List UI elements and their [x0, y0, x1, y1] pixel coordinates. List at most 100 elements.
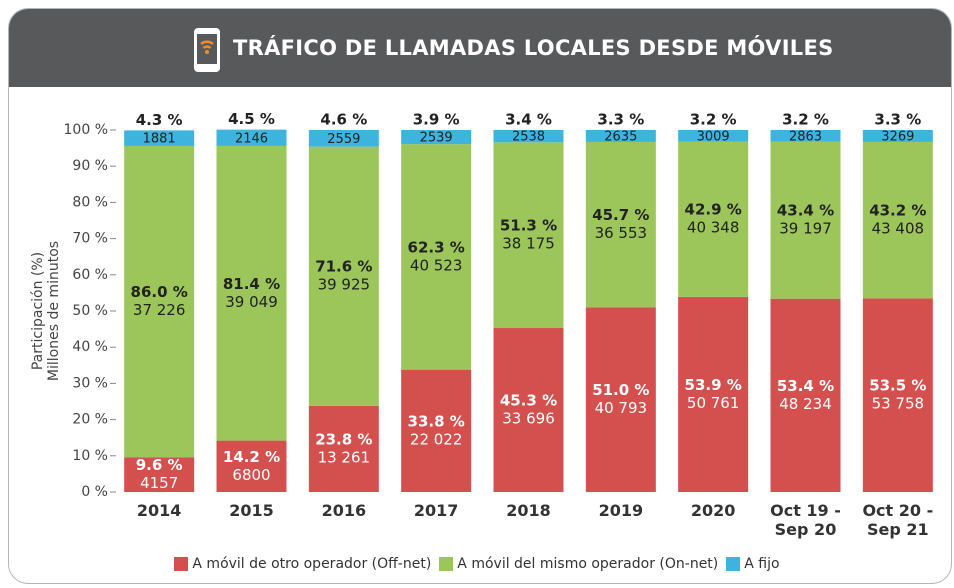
- value-label: 53.4 %: [777, 377, 834, 395]
- value-label: 45.3 %: [500, 392, 557, 410]
- x-tick-label: 2018: [506, 501, 551, 520]
- value-label: 3.2 %: [782, 111, 829, 129]
- minutes-label: 43 408: [872, 220, 925, 238]
- minutes-label: 53 758: [872, 395, 925, 413]
- y-tick-label: 30 %: [72, 375, 108, 391]
- bar-segment: [216, 440, 287, 492]
- y-tick-label: 10 %: [72, 448, 108, 464]
- bar-segment: [308, 146, 379, 406]
- minutes-label: 22 022: [410, 430, 463, 448]
- legend-swatch: [439, 557, 454, 571]
- bar-segment: [493, 142, 564, 329]
- value-label: 62.3 %: [408, 238, 465, 256]
- x-tick-label: 2016: [321, 501, 367, 520]
- minutes-label: 2635: [604, 129, 637, 144]
- value-label: 53.5 %: [869, 377, 926, 395]
- bar-segment: [124, 130, 195, 146]
- x-tick-label: 2015: [229, 501, 274, 520]
- minutes-label: 3269: [881, 129, 914, 144]
- value-label: 3.2 %: [690, 111, 737, 129]
- minutes-label: 40 348: [687, 219, 740, 237]
- minutes-label: 4157: [140, 474, 178, 492]
- y-tick-label: 50 %: [72, 303, 108, 319]
- minutes-label: 33 696: [502, 410, 555, 428]
- value-label: 33.8 %: [408, 412, 465, 430]
- chart-title: TRÁFICO DE LLAMADAS LOCALES DESDE MÓVILE…: [233, 36, 834, 60]
- header: [9, 9, 951, 87]
- value-label: 4.3 %: [136, 111, 183, 129]
- x-tick-label: 2020: [690, 501, 736, 520]
- bar-segment: [216, 129, 287, 146]
- value-label: 51.3 %: [500, 217, 557, 235]
- minutes-label: 39 197: [779, 220, 832, 238]
- value-label: 81.4 %: [223, 275, 280, 293]
- value-label: 43.4 %: [777, 202, 834, 220]
- bar-segment: [770, 130, 841, 142]
- minutes-label: 1881: [143, 132, 176, 147]
- bar-segment: [678, 130, 749, 142]
- legend-item: A móvil del mismo operador (On-net): [439, 556, 718, 572]
- y-tick-label: 90 %: [72, 158, 108, 174]
- bar-segment: [770, 298, 841, 492]
- bar-segment: [862, 141, 933, 299]
- value-label: 3.3 %: [874, 111, 921, 129]
- value-label: 53.9 %: [685, 376, 742, 394]
- legend-item: A fijo: [726, 556, 780, 572]
- minutes-label: 2146: [235, 131, 268, 146]
- value-label: 51.0 %: [592, 381, 649, 399]
- minutes-label: 3009: [697, 129, 730, 144]
- bar-segment: [124, 457, 195, 492]
- value-label: 3.3 %: [597, 111, 644, 129]
- minutes-label: 48 234: [779, 395, 832, 413]
- bar-segment: [678, 141, 749, 297]
- y-tick-label: 20 %: [72, 412, 108, 428]
- y-axis-label: Millones de minutos: [46, 241, 62, 381]
- minutes-label: 39 925: [318, 276, 371, 294]
- y-tick-label: 40 %: [72, 339, 108, 355]
- value-label: 4.6 %: [320, 111, 367, 129]
- x-tick-label: 2017: [413, 501, 459, 520]
- y-axis-label: Participación (%): [30, 252, 46, 370]
- x-tick-label: Oct 19 - Sep 20: [770, 501, 841, 539]
- value-label: 45.7 %: [592, 206, 649, 224]
- minutes-label: 37 226: [133, 301, 186, 319]
- bar-segment: [493, 130, 564, 143]
- bar-segment: [401, 130, 472, 145]
- legend-label: A móvil del mismo operador (On-net): [457, 556, 719, 572]
- minutes-label: 39 049: [225, 293, 278, 311]
- minutes-label: 2539: [420, 131, 453, 146]
- minutes-label: 6800: [232, 466, 270, 484]
- legend-label: A fijo: [744, 556, 780, 572]
- bar-segment: [493, 328, 564, 492]
- value-label: 3.9 %: [413, 111, 460, 129]
- y-tick-label: 70 %: [72, 231, 108, 247]
- value-label: 14.2 %: [223, 448, 280, 466]
- bar-segment: [585, 141, 656, 308]
- bar-segment: [308, 405, 379, 492]
- x-tick-label: 2014: [136, 501, 182, 520]
- bar-segment: [308, 130, 379, 147]
- x-tick-label: Oct 20 - Sep 21: [862, 501, 934, 539]
- value-label: 4.5 %: [228, 110, 275, 128]
- y-tick-label: 0 %: [81, 484, 108, 500]
- legend: A móvil de otro operador (Off-net) A móvi…: [0, 556, 954, 572]
- value-label: 3.4 %: [505, 111, 552, 129]
- minutes-label: 2863: [789, 129, 822, 144]
- value-label: 42.9 %: [685, 201, 742, 219]
- bar-segment: [585, 307, 656, 492]
- bar-segment: [678, 296, 749, 492]
- legend-swatch: [726, 557, 741, 571]
- minutes-label: 40 523: [410, 256, 463, 274]
- minutes-label: 2538: [512, 130, 545, 145]
- bar-segment: [401, 144, 472, 370]
- minutes-label: 40 793: [595, 399, 648, 417]
- legend-swatch: [174, 557, 189, 571]
- minutes-label: 2559: [327, 132, 360, 147]
- phone-icon: [194, 28, 220, 72]
- minutes-label: 36 553: [595, 224, 648, 242]
- legend-label: A móvil de otro operador (Off-net): [192, 556, 432, 572]
- legend-item: A móvil de otro operador (Off-net): [174, 556, 431, 572]
- bar-segment: [124, 145, 195, 458]
